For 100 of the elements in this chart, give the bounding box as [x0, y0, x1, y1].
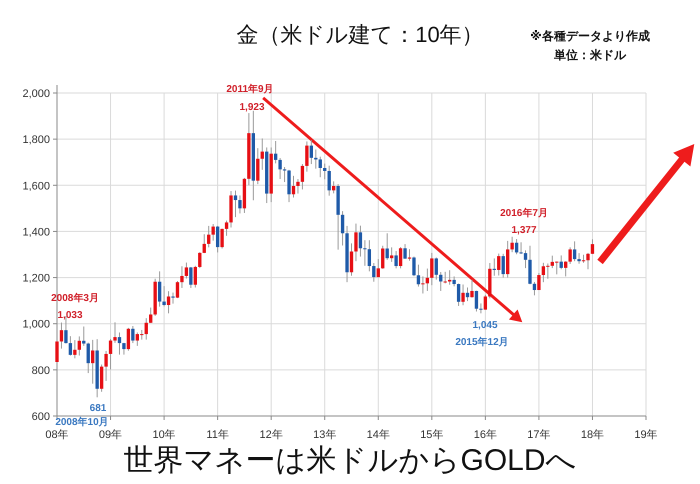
candlestick [421, 276, 425, 294]
candlestick [510, 236, 514, 253]
candlestick [444, 271, 447, 284]
text: 世界マネーは米ドルからGOLDへ [123, 444, 577, 477]
candlestick [398, 246, 402, 269]
candlestick [430, 252, 434, 286]
candlestick [350, 242, 354, 276]
annotation: 1,045 [472, 320, 498, 331]
candlestick [381, 245, 384, 270]
candlestick [412, 256, 416, 277]
x-tick-label: 19年 [634, 429, 658, 441]
candlestick [479, 302, 483, 314]
candlestick [73, 340, 77, 359]
candlestick [416, 264, 420, 288]
candlestick [542, 262, 546, 283]
candlestick [202, 234, 206, 254]
candlestick [390, 246, 394, 262]
candlestick [256, 148, 260, 185]
candlestick [189, 266, 193, 288]
candlestick [104, 350, 108, 382]
y-tick-label: 600 [32, 411, 50, 423]
candlestick [528, 245, 532, 285]
candlestick [310, 140, 314, 165]
y-tick-label: 1,000 [22, 318, 50, 331]
candlestick [328, 165, 331, 196]
candlestick [224, 220, 228, 236]
candlestick [305, 140, 309, 172]
annotation: 1,377 [511, 225, 537, 236]
annotation: 1,033 [57, 310, 83, 321]
candlestick [176, 280, 180, 299]
x-tick-label: 13年 [313, 429, 336, 441]
candlestick [586, 252, 590, 270]
candlestick [564, 260, 568, 277]
text: ※各種データより作成 [530, 29, 650, 43]
candlestick [207, 225, 210, 248]
candlestick [300, 164, 304, 190]
candlestick [318, 156, 322, 178]
candlestick [582, 254, 586, 264]
y-tick-label: 800 [32, 364, 50, 377]
candlestick [100, 364, 104, 392]
annotation: 2015年12月 [455, 336, 509, 348]
candlestick [274, 140, 278, 164]
annotation: 681 [90, 403, 107, 414]
candlestick [113, 322, 117, 344]
candlestick [394, 250, 398, 269]
candlestick [198, 252, 202, 269]
y-tick-label: 1,600 [22, 180, 50, 192]
candlestick [158, 270, 162, 308]
candlestick [332, 180, 336, 194]
y-tick-label: 1,800 [22, 134, 50, 146]
candlestick [560, 254, 563, 270]
candlestick [68, 336, 72, 356]
x-tick-label: 17年 [527, 429, 551, 441]
candlestick [363, 240, 367, 266]
candlestick [568, 246, 572, 264]
candlestick [216, 225, 220, 253]
candlestick [452, 276, 456, 287]
candlestick [86, 342, 90, 374]
chart-title: 金（米ドル建て：10年） [236, 22, 484, 47]
annotation: 2016年7月 [500, 207, 548, 219]
text: 単位：米ドル [553, 48, 627, 62]
candlestick [590, 238, 594, 255]
candlestick [456, 283, 460, 306]
candlestick [238, 194, 242, 214]
x-tick-label: 09年 [98, 429, 122, 441]
candlestick [372, 262, 376, 282]
x-tick-label: 12年 [260, 429, 283, 441]
candlestick [126, 327, 130, 352]
candlestick [502, 253, 505, 278]
candlestick [386, 232, 389, 260]
annotation: 2011年9月 [226, 83, 274, 95]
candlestick [314, 149, 318, 170]
y-tick-label: 2,000 [22, 88, 50, 100]
candlestick [144, 318, 148, 340]
x-tick-label: 15年 [420, 429, 444, 441]
candlestick [131, 326, 135, 344]
y-tick-label: 1,200 [22, 272, 50, 285]
candlestick [278, 158, 282, 180]
x-tick-label: 18年 [580, 429, 604, 441]
candlestick [572, 240, 576, 262]
candlestick [376, 258, 380, 278]
candlestick [448, 270, 452, 286]
annotation: 1,923 [239, 102, 265, 113]
x-tick-label: 08年 [45, 429, 69, 441]
candlestick [439, 272, 442, 292]
candlestick [492, 258, 496, 276]
x-tick-label: 16年 [474, 429, 497, 441]
candlestick [118, 332, 122, 356]
candlestick [484, 294, 488, 310]
candlestick [82, 326, 86, 346]
candlestick [260, 138, 264, 170]
candlestick [60, 322, 64, 350]
candlestick [212, 224, 215, 242]
x-tick-label: 14年 [366, 429, 390, 441]
candlestick [184, 262, 188, 279]
candlestick [292, 175, 296, 198]
candlestick [340, 210, 344, 246]
candlestick [108, 338, 112, 370]
candlestick [461, 284, 465, 306]
candlestick [426, 268, 430, 292]
